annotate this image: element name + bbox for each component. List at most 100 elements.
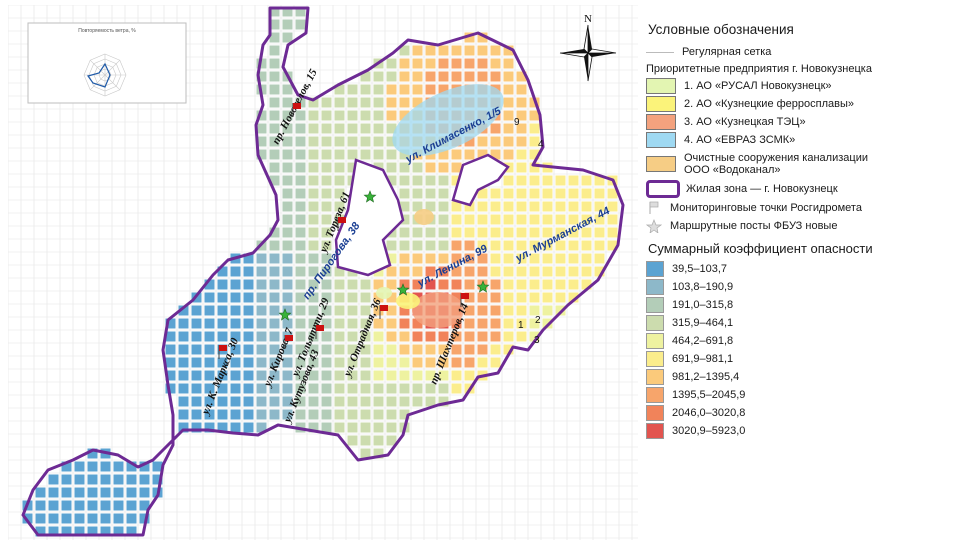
hazard-cell	[360, 71, 371, 82]
legend-monitoring-label: Мониторинговые точки Росгидромета	[670, 202, 862, 214]
hazard-cell	[477, 58, 488, 69]
hazard-cell	[256, 71, 267, 82]
hazard-cell	[230, 409, 241, 420]
hazard-cell	[191, 331, 202, 342]
hazard-cell	[490, 344, 501, 355]
hazard-cell	[360, 370, 371, 381]
monitoring-flag	[379, 305, 388, 319]
hazard-cell	[425, 331, 436, 342]
hazard-cell	[373, 396, 384, 407]
hazard-cell	[373, 84, 384, 95]
hazard-cell	[217, 422, 228, 433]
hazard-cell	[243, 318, 254, 329]
hazard-cell	[308, 110, 319, 121]
hazard-cell	[269, 32, 280, 43]
hazard-cell	[360, 357, 371, 368]
hazard-cell	[334, 188, 345, 199]
hazard-cell	[438, 162, 449, 173]
hazard-cell	[542, 253, 553, 264]
map-marker-number: 1	[518, 320, 524, 331]
hazard-cell	[399, 383, 410, 394]
hazard-cell	[503, 136, 514, 147]
hazard-cell	[269, 58, 280, 69]
hazard-cell	[464, 227, 475, 238]
hazard-cell	[438, 58, 449, 69]
route-post-star	[278, 308, 292, 321]
hazard-cell	[425, 227, 436, 238]
hazard-cell	[386, 370, 397, 381]
hazard-cell	[334, 357, 345, 368]
hazard-cell	[386, 396, 397, 407]
hazard-cell	[503, 344, 514, 355]
hazard-cell	[490, 253, 501, 264]
hazard-cell	[516, 175, 527, 186]
hazard-cell	[373, 435, 384, 446]
hazard-cell	[373, 97, 384, 108]
hazard-cell	[490, 292, 501, 303]
hazard-cell	[282, 383, 293, 394]
hazard-cell	[334, 318, 345, 329]
hazard-cell	[139, 500, 150, 511]
hazard-cell	[464, 240, 475, 251]
hazard-cell	[477, 45, 488, 56]
hazard-cell	[61, 461, 72, 472]
hazard-cell	[204, 409, 215, 420]
hazard-cell	[269, 357, 280, 368]
hazard-cell	[334, 331, 345, 342]
hazard-cell	[451, 266, 462, 277]
hazard-cell	[555, 292, 566, 303]
hazard-cell	[568, 227, 579, 238]
hazard-cell	[503, 175, 514, 186]
kuznetsk-tec-zone	[412, 292, 464, 328]
hazard-cell	[555, 266, 566, 277]
hazard-cell	[360, 84, 371, 95]
hazard-cell	[269, 6, 280, 17]
hazard-cell	[347, 318, 358, 329]
hazard-cell	[308, 357, 319, 368]
hazard-cell	[399, 357, 410, 368]
hazard-cell	[308, 292, 319, 303]
wind-rose-grid	[83, 53, 127, 97]
hazard-cell	[256, 305, 267, 316]
hazard-cell	[230, 383, 241, 394]
hazard-cell	[412, 357, 423, 368]
hazard-cell	[230, 370, 241, 381]
hazard-cell	[61, 526, 72, 537]
hazard-cell	[269, 136, 280, 147]
hazard-cell	[412, 344, 423, 355]
hazard-cell	[425, 45, 436, 56]
hazard-cell	[256, 370, 267, 381]
hazard-cell	[555, 188, 566, 199]
hazard-cell	[282, 318, 293, 329]
hazard-cell	[74, 500, 85, 511]
hazard-cell	[282, 188, 293, 199]
hazard-cell	[321, 162, 332, 173]
legend-route-item: Маршрутные посты ФБУЗ новые	[646, 217, 946, 235]
ferroalloys-zone	[396, 293, 420, 309]
hazard-cell	[516, 240, 527, 251]
enterprise-swatch	[646, 96, 676, 112]
hazard-cell	[464, 201, 475, 212]
hazard-cell	[360, 136, 371, 147]
hazard-cell	[451, 344, 462, 355]
hazard-cell	[438, 201, 449, 212]
hazard-cell	[282, 409, 293, 420]
hazard-class-item: 191,0–315,8	[646, 296, 946, 314]
hazard-cell	[334, 84, 345, 95]
hazard-cell	[373, 279, 384, 290]
hazard-cell	[477, 214, 488, 225]
hazard-cell	[503, 97, 514, 108]
hazard-cell	[360, 318, 371, 329]
hazard-cell	[334, 110, 345, 121]
hazard-cell	[568, 188, 579, 199]
hazard-cell	[308, 214, 319, 225]
hazard-cell	[516, 149, 527, 160]
hazard-cell	[282, 227, 293, 238]
hazard-cell	[412, 253, 423, 264]
hazard-cell	[360, 149, 371, 160]
hazard-cell	[113, 526, 124, 537]
hazard-cell	[412, 370, 423, 381]
hazard-cell	[347, 123, 358, 134]
hazard-cell	[48, 487, 59, 498]
hazard-swatch	[646, 405, 664, 421]
